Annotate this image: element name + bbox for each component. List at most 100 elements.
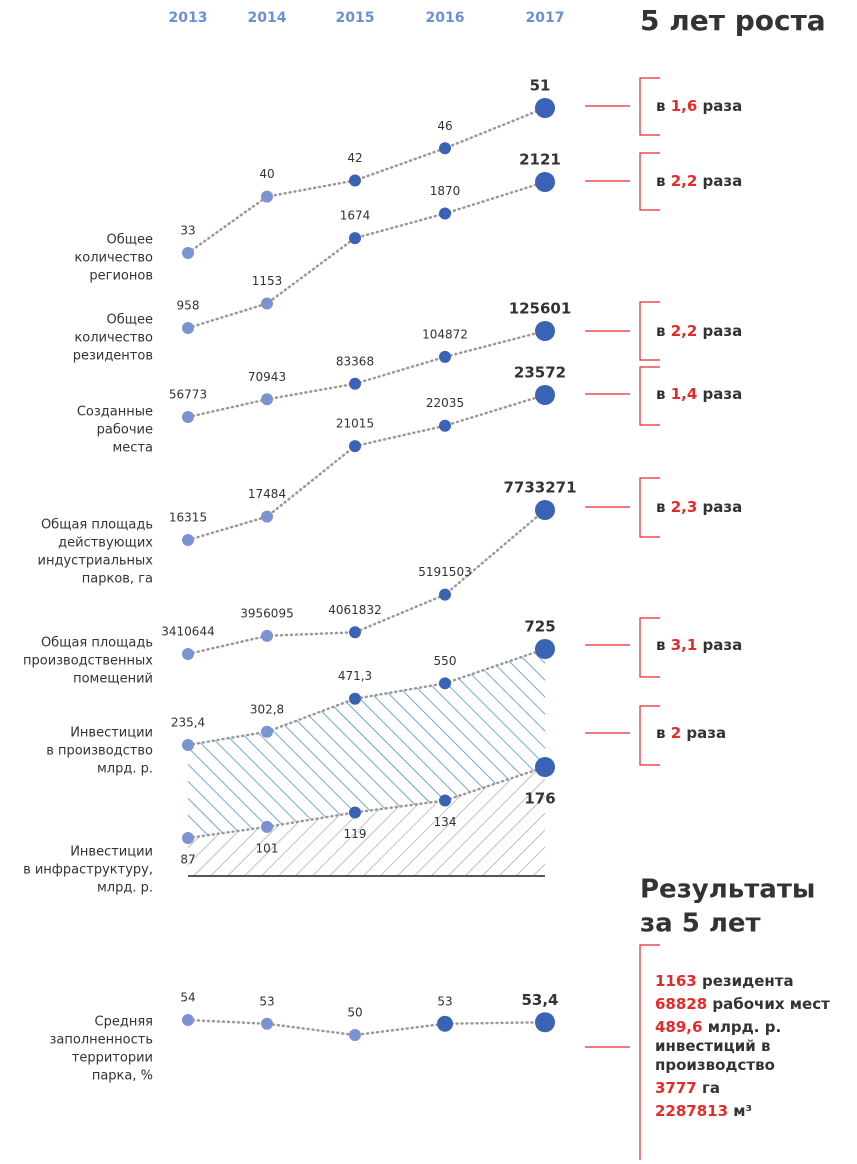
value-label: 40	[259, 167, 274, 181]
data-point	[535, 757, 555, 777]
value-label: 101	[256, 841, 279, 855]
results-list: 1163 резидента 68828 рабочих мест 489,6 мл…	[655, 972, 855, 1125]
bracket	[639, 301, 660, 361]
value-label: 1870	[430, 184, 461, 198]
series-label: парков, га	[82, 572, 153, 587]
growth-suffix: раза	[703, 636, 743, 654]
growth-prefix: в	[656, 172, 666, 190]
data-point	[439, 794, 451, 807]
growth-factor: 2,2	[671, 322, 698, 340]
value-label: 104872	[422, 327, 468, 341]
data-point	[349, 232, 361, 245]
bracket	[639, 77, 660, 136]
series-label: производственных	[23, 654, 153, 669]
growth-prefix: в	[656, 724, 666, 742]
data-point	[439, 677, 451, 690]
value-label: 7733271	[503, 479, 576, 497]
growth-label: в 2,2 раза	[656, 322, 742, 340]
bracket	[639, 152, 660, 211]
value-label: 725	[524, 618, 555, 636]
value-label: 471,3	[338, 669, 372, 683]
value-label: 17484	[248, 487, 286, 501]
year-label: 2017	[526, 10, 565, 26]
series-label: в производство	[46, 744, 153, 759]
value-label: 42	[347, 151, 362, 165]
data-point	[261, 820, 273, 833]
value-label: 83368	[336, 354, 374, 368]
growth-suffix: раза	[703, 385, 743, 403]
growth-prefix: в	[656, 636, 666, 654]
value-label: 46	[437, 119, 452, 133]
value-label: 1153	[252, 274, 283, 288]
result-number: 68828	[655, 995, 708, 1013]
growth-suffix: раза	[703, 172, 743, 190]
result-item: 1163 резидента	[655, 972, 855, 991]
result-number: 2287813	[655, 1102, 729, 1120]
growth-factor: 2,3	[671, 498, 698, 516]
growth-label: в 1,4 раза	[656, 385, 742, 403]
value-label: 1674	[340, 209, 371, 223]
data-point	[535, 500, 555, 520]
series-label: действующих	[58, 536, 153, 551]
value-label: 50	[347, 1006, 362, 1020]
result-number: 3777	[655, 1079, 697, 1097]
result-item: 3777 га	[655, 1079, 855, 1098]
series-label: регионов	[89, 269, 153, 284]
series-label: в инфраструктуру,	[23, 863, 153, 878]
value-label: 5191503	[418, 565, 471, 579]
growth-prefix: в	[656, 97, 666, 115]
series-line	[186, 180, 547, 330]
value-label: 958	[177, 299, 200, 313]
value-label: 23572	[514, 364, 566, 382]
series-label: парка, %	[92, 1069, 153, 1084]
bracket	[639, 617, 660, 678]
value-label: 550	[434, 654, 457, 668]
result-text: га	[701, 1079, 720, 1097]
series-label: помещений	[73, 672, 153, 687]
year-label: 2013	[169, 10, 208, 26]
invest-area	[188, 649, 545, 838]
result-text: млрд. р. инвестиций в производство	[655, 1018, 782, 1074]
growth-label: в 2,3 раза	[656, 498, 742, 516]
data-point	[439, 207, 451, 220]
results-title: Результаты	[640, 875, 815, 905]
data-point	[535, 639, 555, 659]
result-item: 68828 рабочих мест	[655, 995, 855, 1014]
growth-label: в 2,2 раза	[656, 172, 742, 190]
bracket	[639, 366, 660, 426]
growth-suffix: раза	[703, 322, 743, 340]
series-label: рабочие	[97, 423, 153, 438]
value-label: 53,4	[521, 991, 558, 1009]
data-point	[349, 692, 361, 705]
series-label: Общее	[107, 233, 154, 248]
result-number: 1163	[655, 972, 697, 990]
growth-label: в 2 раза	[656, 724, 726, 742]
growth-factor: 3,1	[671, 636, 698, 654]
series-label: индустриальных	[38, 554, 154, 569]
data-point	[349, 377, 361, 390]
growth-prefix: в	[656, 385, 666, 403]
growth-factor: 2	[671, 724, 681, 742]
data-point	[437, 1015, 453, 1032]
value-label: 3956095	[240, 606, 293, 620]
results-title: за 5 лет	[640, 909, 761, 939]
data-point	[261, 190, 273, 203]
result-text: м³	[733, 1102, 753, 1120]
data-point	[182, 411, 194, 423]
series-line	[186, 1018, 547, 1037]
data-point	[535, 172, 555, 192]
series-label: Общая площадь	[41, 636, 153, 651]
value-label: 302,8	[250, 702, 284, 716]
data-point	[439, 142, 451, 155]
result-number: 489,6	[655, 1018, 703, 1036]
data-point	[349, 626, 361, 639]
data-point	[535, 321, 555, 341]
value-label: 125601	[509, 300, 572, 318]
bracket	[639, 944, 660, 1160]
data-point	[535, 1012, 555, 1033]
series-label: млрд. р.	[97, 881, 153, 896]
data-point	[261, 1017, 273, 1030]
value-label: 119	[344, 827, 367, 841]
